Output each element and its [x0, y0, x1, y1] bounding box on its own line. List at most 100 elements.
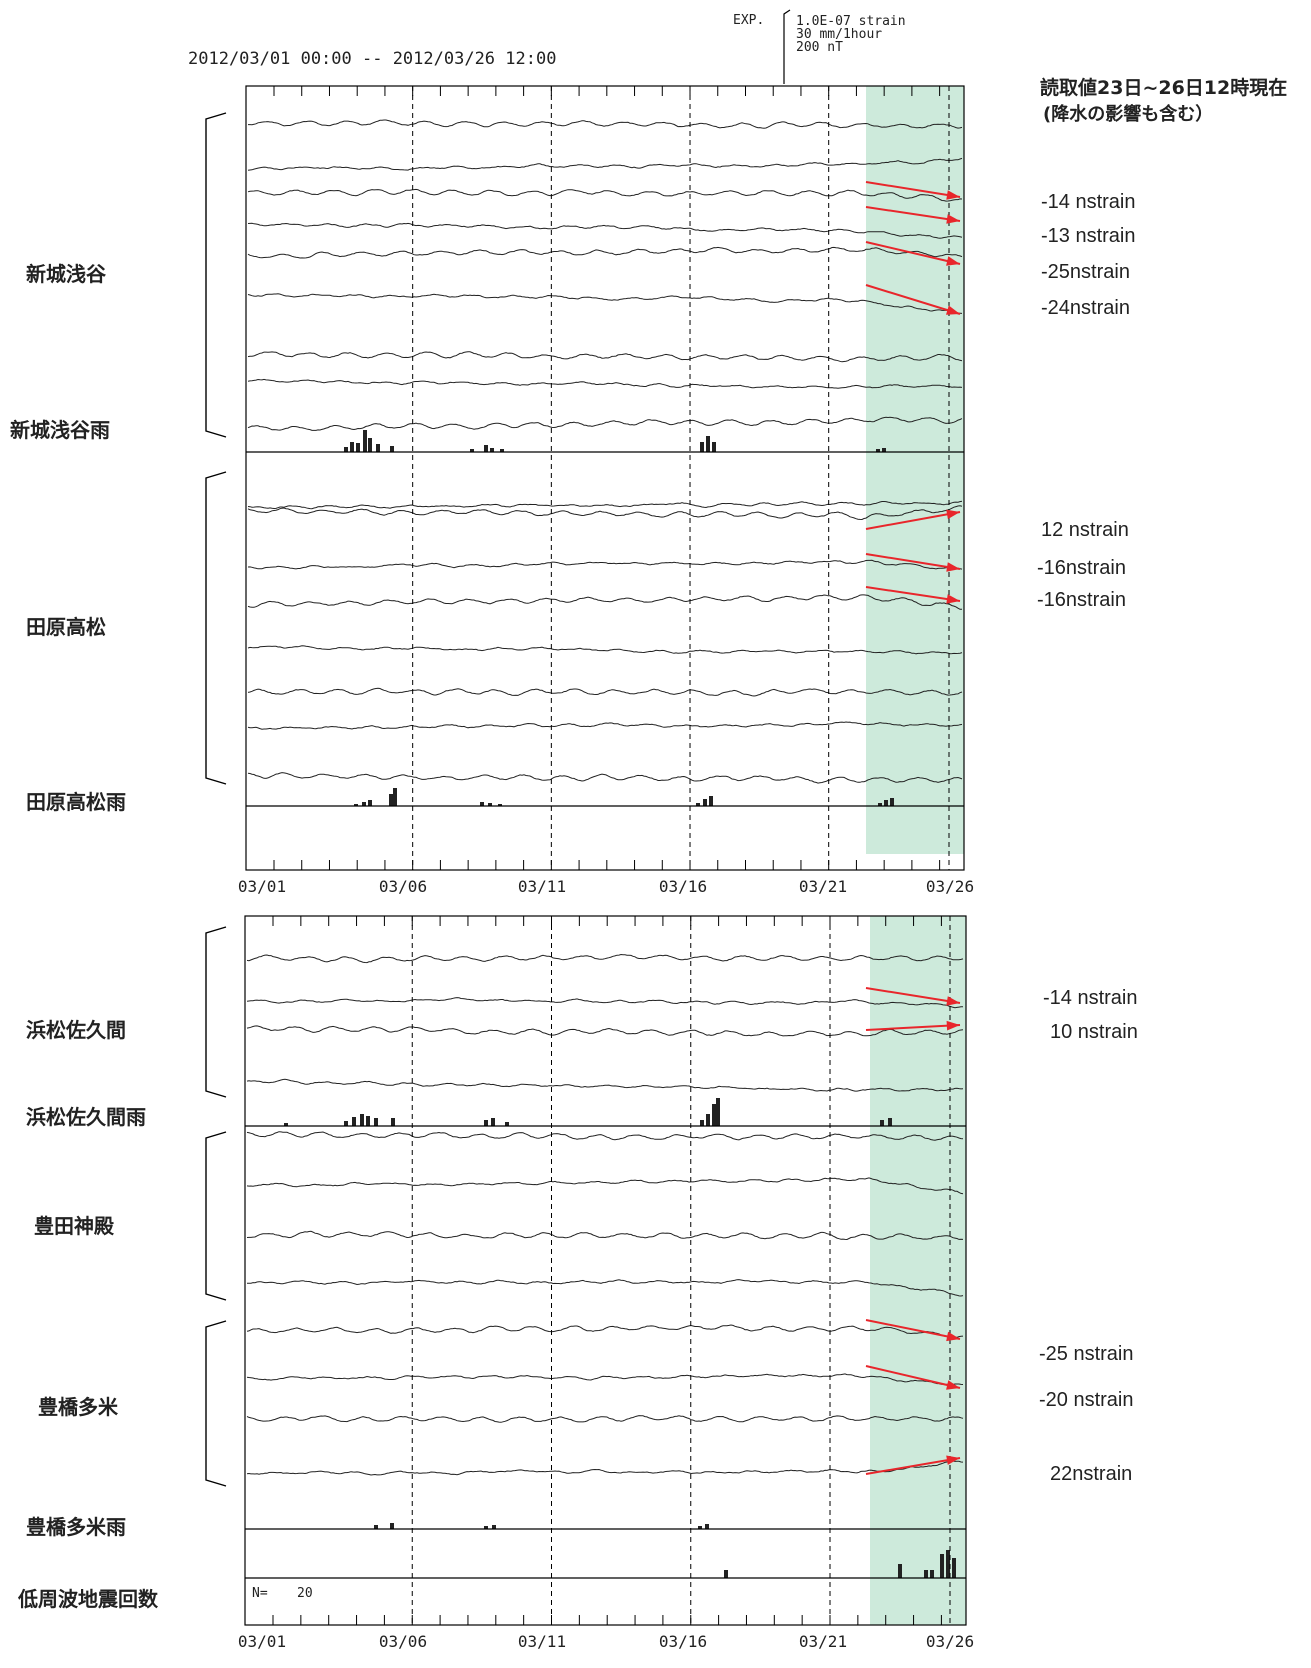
station-label-tahara: 田原高松 — [26, 615, 106, 639]
rain-bar-lower-0-5 — [374, 1118, 378, 1126]
rain-bar-upper-1-1 — [362, 802, 366, 806]
rain-bar-lower-0-11 — [706, 1114, 710, 1126]
rain-bar-lower-0-15 — [888, 1118, 892, 1126]
rain-bar-upper-0-4 — [368, 438, 372, 452]
rain-bar-lower-0-8 — [491, 1118, 495, 1126]
rain-bar-upper-0-13 — [712, 442, 716, 452]
rain-bar-upper-1-4 — [393, 788, 397, 806]
x-tick-label-lower-3: 03/16 — [659, 1632, 707, 1651]
strain-trace-upper-16 — [247, 772, 963, 784]
rain-label-tahara: 田原高松雨 — [26, 790, 126, 814]
strain-trace-lower-11 — [246, 1460, 964, 1476]
lfe-n-value: 20 — [297, 1586, 313, 1601]
trend-arrow-head-3 — [946, 305, 960, 315]
trend-arrow-11 — [865, 1455, 961, 1475]
lfe-count-bar-lower-2-6 — [952, 1558, 956, 1578]
trend-arrow-shaft-0 — [865, 181, 961, 198]
x-tick-label-upper-0: 03/01 — [238, 877, 286, 896]
strain-trace-lower-6 — [246, 1230, 964, 1241]
trend-arrow-head-4 — [946, 509, 960, 520]
trend-arrow-shaft-4 — [865, 511, 961, 530]
lfe-label: 低周波地震回数 — [17, 1587, 159, 1611]
strain-trace-lower-1 — [246, 997, 964, 1009]
rain-bar-lower-0-14 — [880, 1120, 884, 1126]
rain-bar-lower-1-1 — [390, 1523, 394, 1529]
strain-trace-upper-15 — [247, 721, 963, 730]
trend-arrow-shaft-1 — [865, 206, 961, 222]
trend-arrows — [865, 181, 961, 1475]
station-bracket-2 — [205, 926, 227, 1098]
rain-bar-upper-0-12 — [706, 436, 710, 452]
trend-arrow-shaft-10 — [865, 1365, 961, 1389]
strain-trace-upper-5 — [247, 293, 963, 314]
reading-tahara-3: -16nstrain — [1037, 589, 1126, 611]
rain-bar-upper-1-12 — [884, 800, 888, 806]
reading-toyohashi-1: -25 nstrain — [1039, 1343, 1134, 1365]
x-tick-label-upper-3: 03/16 — [659, 877, 707, 896]
strain-trace-upper-4 — [247, 246, 963, 259]
trend-arrow-1 — [865, 206, 961, 224]
strain-trace-upper-11 — [247, 559, 963, 570]
rain-bar-upper-0-11 — [700, 442, 704, 452]
reading-note-line1: 読取値23日~26日12時現在 — [1040, 76, 1287, 99]
x-tick-label-lower-1: 03/06 — [379, 1632, 427, 1651]
station-bracket-0 — [205, 112, 227, 438]
rain-bar-lower-1-4 — [698, 1526, 702, 1529]
rain-bar-lower-0-3 — [360, 1114, 364, 1126]
trend-arrow-shaft-11 — [865, 1457, 961, 1475]
trend-arrow-shaft-8 — [865, 1024, 961, 1031]
strain-trace-upper-10 — [247, 505, 963, 521]
x-tick-label-upper-5: 03/26 — [926, 877, 974, 896]
rain-bar-upper-0-2 — [356, 443, 360, 452]
rain-label-sakuma: 浜松佐久間雨 — [26, 1105, 146, 1129]
strain-trace-upper-2 — [247, 188, 963, 202]
rain-bar-upper-1-5 — [480, 802, 484, 806]
trend-arrow-shaft-3 — [865, 284, 961, 315]
rain-bar-lower-0-2 — [352, 1117, 356, 1126]
rain-bar-upper-1-3 — [389, 794, 393, 806]
scale-magnetic: 200 nT — [796, 40, 843, 55]
scale-rain: 30 mm/1hour — [796, 27, 882, 42]
rain-bar-lower-1-5 — [705, 1524, 709, 1529]
lfe-count-bar-lower-2-5 — [946, 1550, 950, 1578]
rain-bar-upper-1-8 — [696, 803, 700, 806]
trend-arrow-head-2 — [946, 256, 960, 266]
rain-bar-upper-0-7 — [470, 449, 474, 452]
x-tick-label-upper-2: 03/11 — [518, 877, 566, 896]
trend-arrow-shaft-5 — [865, 553, 961, 570]
reading-sakuma-1: -14 nstrain — [1043, 987, 1138, 1009]
strain-trace-upper-8 — [247, 416, 963, 431]
reading-shinshiro-1: -14 nstrain — [1041, 191, 1136, 213]
rain-label-shinshiro: 新城浅谷雨 — [10, 418, 110, 442]
lfe-count-bar-lower-2-2 — [924, 1570, 928, 1578]
trend-arrow-3 — [865, 284, 961, 315]
trend-arrow-head-9 — [946, 1331, 960, 1342]
trend-arrow-head-7 — [946, 996, 960, 1006]
strain-trace-upper-1 — [247, 157, 963, 171]
rain-bar-upper-1-0 — [354, 804, 358, 806]
reading-toyohashi-2: -20 nstrain — [1039, 1389, 1134, 1411]
rain-bar-upper-0-5 — [376, 444, 380, 452]
trend-arrow-head-10 — [946, 1380, 960, 1390]
date-range-title: 2012/03/01 00:00 -- 2012/03/26 12:00 — [188, 49, 556, 69]
rain-bar-upper-1-2 — [368, 800, 372, 806]
rain-bar-upper-0-1 — [350, 442, 354, 452]
trend-arrow-head-1 — [946, 214, 960, 224]
lfe-count-bar-lower-2-4 — [940, 1554, 944, 1578]
rain-bar-upper-0-14 — [876, 449, 880, 452]
plot-frame-lower — [244, 915, 967, 1626]
station-label-shinshiro: 新城浅谷 — [26, 262, 107, 286]
rain-bar-lower-0-6 — [391, 1118, 395, 1126]
rain-bar-lower-0-13 — [716, 1098, 720, 1126]
strain-trace-upper-7 — [247, 378, 963, 389]
rain-bar-upper-0-15 — [882, 448, 886, 452]
lfe-count-bar-lower-2-1 — [898, 1564, 902, 1578]
trend-arrow-5 — [865, 553, 961, 572]
rain-bar-upper-1-6 — [488, 803, 492, 806]
rain-bar-upper-0-3 — [363, 430, 367, 452]
reading-toyohashi-3: 22nstrain — [1050, 1463, 1132, 1485]
strain-trace-lower-0 — [246, 953, 964, 964]
rain-bar-upper-0-9 — [490, 448, 494, 452]
trend-arrow-4 — [865, 509, 961, 530]
